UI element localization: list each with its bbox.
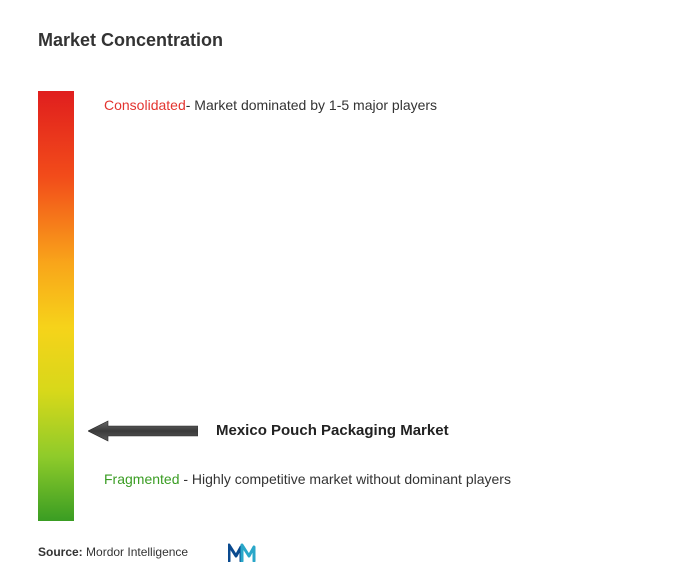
chart-area: Consolidated- Market dominated by 1-5 ma…: [38, 91, 647, 521]
arrow-left-icon: [88, 420, 198, 442]
consolidated-annotation: Consolidated- Market dominated by 1-5 ma…: [104, 97, 437, 113]
source-label: Source:: [38, 545, 83, 559]
page-title: Market Concentration: [38, 30, 647, 51]
fragmented-annotation: Fragmented - Highly competitive market w…: [104, 469, 511, 490]
mordor-logo-icon: [228, 542, 256, 562]
market-name-label: Mexico Pouch Packaging Market: [216, 422, 449, 439]
consolidated-rest: - Market dominated by 1-5 major players: [186, 97, 437, 113]
market-position-marker: Mexico Pouch Packaging Market: [88, 420, 449, 442]
fragmented-rest: - Highly competitive market without domi…: [179, 471, 510, 487]
source-line: Source: Mordor Intelligence: [38, 542, 256, 562]
source-value: Mordor Intelligence: [86, 545, 188, 559]
consolidated-emph: Consolidated: [104, 97, 186, 113]
fragmented-emph: Fragmented: [104, 471, 179, 487]
concentration-gradient-bar: [38, 91, 74, 521]
